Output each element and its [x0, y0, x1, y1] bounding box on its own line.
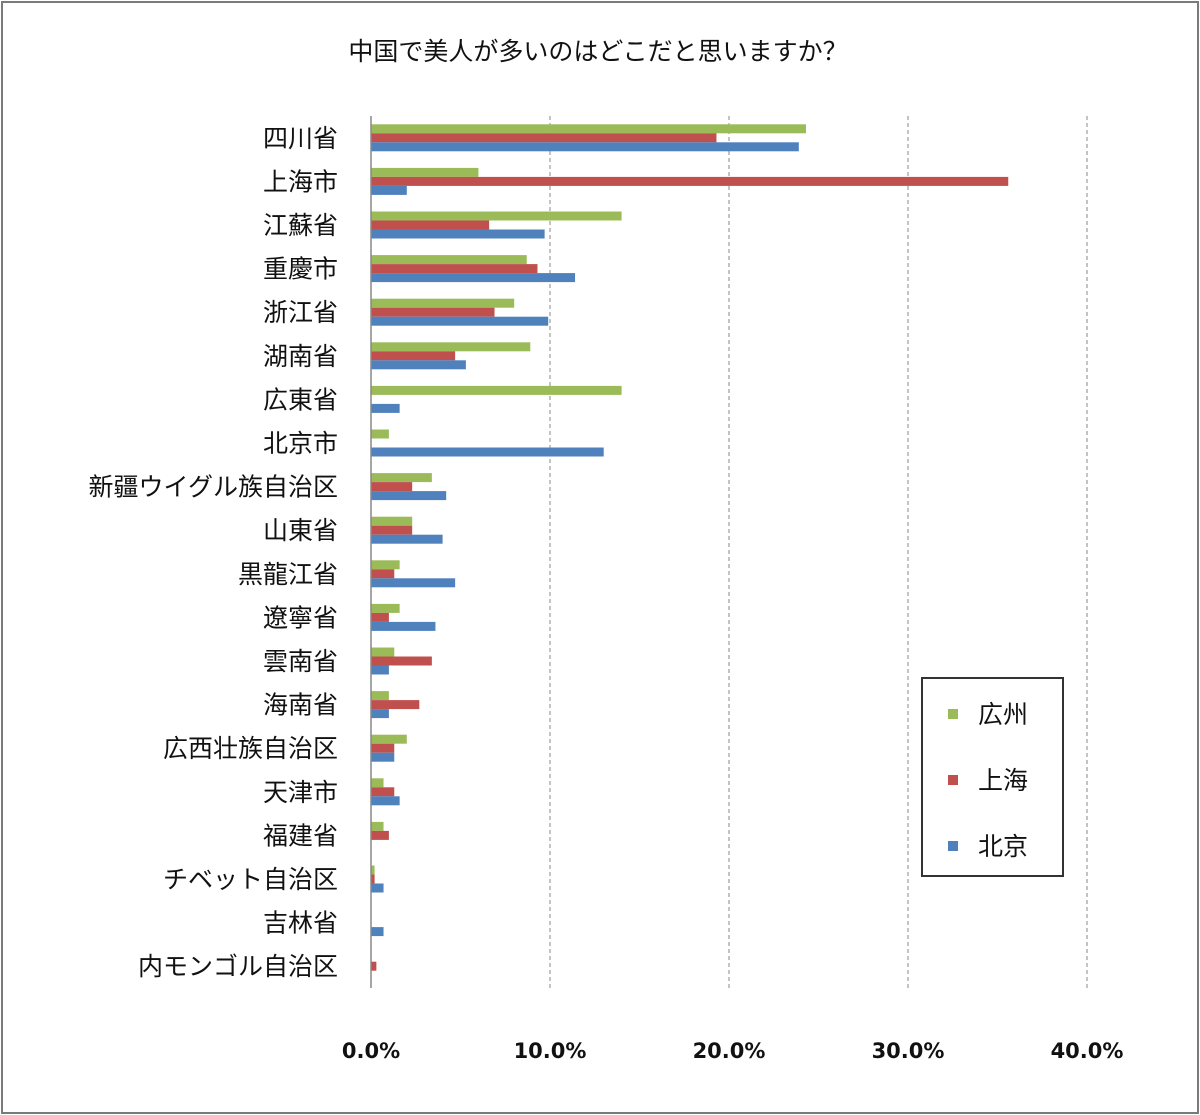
- bar-北京-湖南省: [371, 360, 466, 370]
- bar-広州-湖南省: [371, 342, 531, 352]
- bar-広州-黒龍江省: [371, 560, 400, 570]
- bar-上海-浙江省: [371, 307, 495, 317]
- legend-swatch: [948, 709, 958, 719]
- bar-広州-四川省: [371, 124, 806, 134]
- category-label: 上海市: [263, 167, 338, 196]
- category-label: 北京市: [263, 429, 338, 458]
- category-label: 福建省: [263, 821, 338, 850]
- category-label: 天津市: [263, 778, 338, 807]
- bar-上海-新疆ウイグル族自治区: [371, 482, 413, 492]
- bar-上海-内モンゴル自治区: [371, 961, 377, 971]
- x-tick-label: 0.0%: [342, 1039, 400, 1063]
- bar-広州-福建省: [371, 821, 384, 831]
- bar-北京-新疆ウイグル族自治区: [371, 491, 447, 501]
- bar-北京-海南省: [371, 709, 389, 719]
- bar-上海-遼寧省: [371, 612, 389, 622]
- bar-上海-江蘇省: [371, 220, 490, 230]
- bar-広州-新疆ウイグル族自治区: [371, 473, 432, 483]
- bar-北京-山東省: [371, 534, 443, 544]
- bar-北京-天津市: [371, 796, 400, 806]
- legend-label: 北京: [978, 832, 1028, 861]
- bar-北京-遼寧省: [371, 621, 436, 631]
- bar-北京-吉林省: [371, 927, 384, 937]
- bar-広州-江蘇省: [371, 211, 622, 221]
- category-label: 吉林省: [263, 909, 338, 938]
- bar-広州-広東省: [371, 385, 622, 395]
- legend-swatch: [948, 775, 958, 785]
- legend-label: 広州: [978, 700, 1028, 729]
- category-label: 湖南省: [263, 342, 338, 371]
- chart-title: 中国で美人が多いのはどこだと思いますか？: [348, 37, 847, 66]
- category-label: 広西壮族自治区: [163, 734, 338, 763]
- bar-北京-上海市: [371, 185, 407, 195]
- category-label: 海南省: [263, 691, 338, 720]
- bar-広州-浙江省: [371, 298, 515, 308]
- bar-広州-雲南省: [371, 647, 395, 657]
- bar-上海-広西壮族自治区: [371, 743, 395, 753]
- category-label: 広東省: [263, 385, 338, 414]
- bar-上海-山東省: [371, 525, 413, 535]
- bar-北京-チベット自治区: [371, 883, 384, 893]
- bar-上海-四川省: [371, 133, 717, 143]
- bar-広州-海南省: [371, 691, 389, 701]
- bar-広州-広西壮族自治区: [371, 734, 407, 744]
- bar-上海-上海市: [371, 176, 1009, 186]
- bar-北京-雲南省: [371, 665, 389, 675]
- x-tick-label: 30.0%: [872, 1039, 945, 1063]
- category-label: 遼寧省: [263, 603, 338, 632]
- bar-広州-遼寧省: [371, 603, 400, 613]
- bar-広州-上海市: [371, 167, 479, 177]
- legend-swatch: [948, 841, 958, 851]
- category-label: 雲南省: [263, 647, 338, 676]
- bar-上海-重慶市: [371, 264, 538, 274]
- category-label: 山東省: [263, 516, 338, 545]
- bar-北京-江蘇省: [371, 229, 545, 239]
- bar-広州-北京市: [371, 429, 389, 439]
- bar-北京-四川省: [371, 142, 799, 152]
- bar-広州-山東省: [371, 516, 413, 526]
- bar-広州-重慶市: [371, 255, 527, 265]
- category-label: 内モンゴル自治区: [138, 952, 338, 981]
- bar-北京-広西壮族自治区: [371, 752, 395, 762]
- bar-上海-湖南省: [371, 351, 456, 361]
- category-label: 四川省: [263, 124, 338, 153]
- bar-北京-黒龍江省: [371, 578, 456, 588]
- category-label: 江蘇省: [263, 211, 338, 240]
- bar-上海-海南省: [371, 700, 420, 710]
- category-label: 黒龍江省: [238, 560, 338, 589]
- bar-北京-重慶市: [371, 273, 576, 283]
- category-label: チベット自治区: [163, 865, 338, 894]
- bar-北京-北京市: [371, 447, 604, 457]
- category-label: 新疆ウイグル族自治区: [88, 473, 338, 502]
- x-tick-label: 10.0%: [514, 1039, 587, 1063]
- bar-上海-雲南省: [371, 656, 432, 666]
- bar-上海-黒龍江省: [371, 569, 395, 579]
- x-tick-label: 40.0%: [1051, 1039, 1124, 1063]
- bar-上海-チベット自治区: [371, 874, 375, 884]
- category-label: 重慶市: [263, 255, 338, 284]
- bar-広州-天津市: [371, 778, 384, 788]
- bar-上海-福建省: [371, 830, 389, 840]
- category-label: 浙江省: [263, 298, 338, 327]
- x-tick-label: 20.0%: [693, 1039, 766, 1063]
- bar-広州-チベット自治区: [371, 865, 375, 875]
- legend-box: [921, 677, 1064, 877]
- bar-北京-浙江省: [371, 316, 549, 326]
- legend-label: 上海: [978, 766, 1028, 795]
- bar-北京-広東省: [371, 403, 400, 413]
- bar-上海-天津市: [371, 787, 395, 797]
